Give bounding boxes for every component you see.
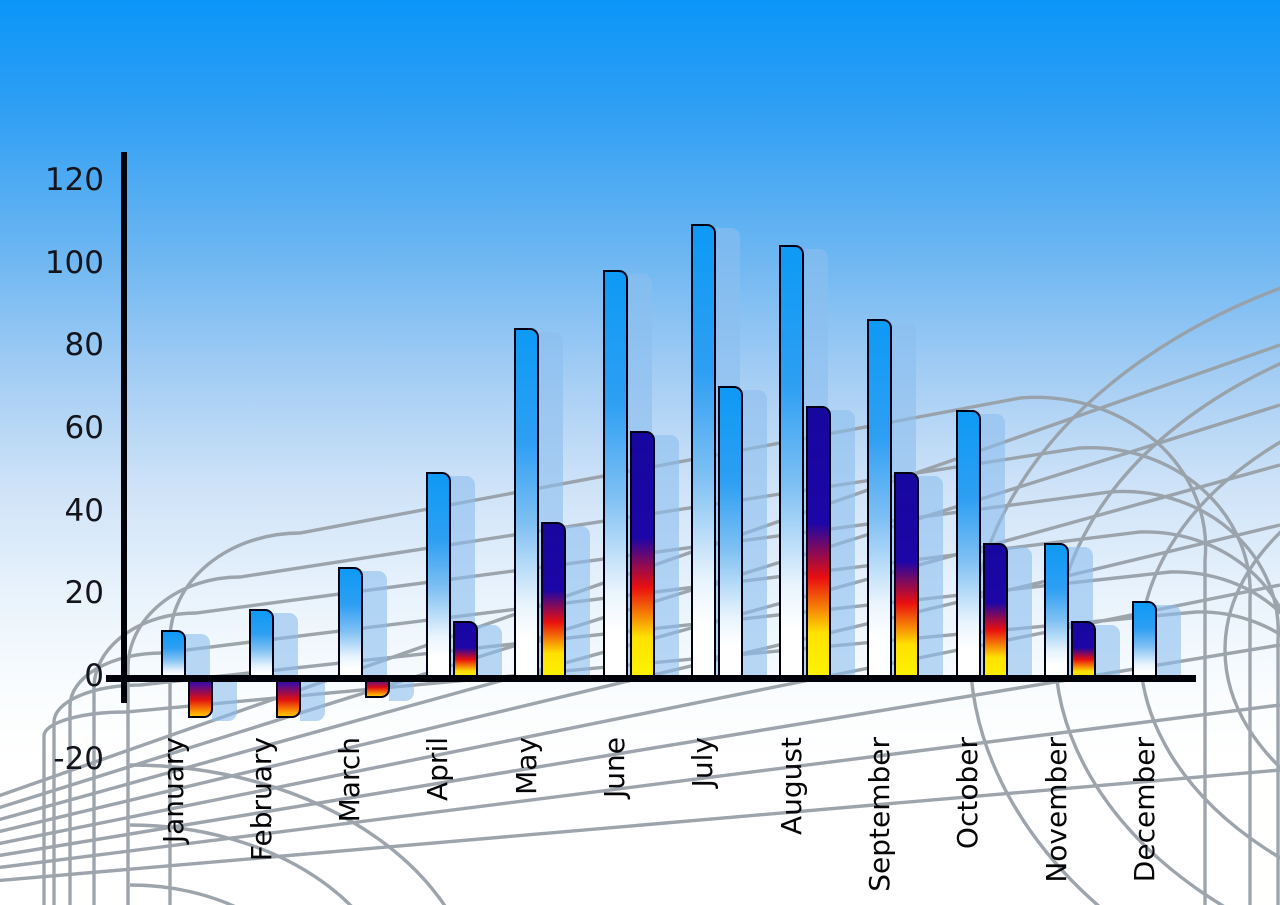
bar-june-series1 — [602, 269, 628, 682]
month-label-may: May — [509, 737, 543, 795]
bar-june-series2 — [629, 431, 655, 682]
bar-february-series2 — [276, 675, 302, 719]
bar-shadow-may-series2 — [565, 526, 591, 682]
y-tick-label-60: 60 — [64, 409, 104, 446]
bar-shadow-march-series2 — [388, 677, 414, 701]
y-tick-label-40: 40 — [64, 492, 104, 529]
bar-shadow-october-series2 — [1006, 546, 1032, 682]
bar-september-series2 — [894, 472, 920, 682]
bar-shadow-january-series2 — [212, 677, 237, 722]
bar-november-series2 — [1071, 621, 1096, 682]
bar-shadow-february-series1 — [273, 612, 299, 682]
month-label-february: February — [244, 737, 278, 862]
bar-shadow-april-series2 — [476, 625, 502, 682]
bar-shadow-june-series2 — [653, 435, 679, 682]
month-label-april: April — [421, 737, 455, 801]
bar-shadow-september-series2 — [918, 476, 944, 682]
x-axis-zero-line — [106, 675, 1196, 682]
month-label-september: September — [862, 737, 896, 892]
bar-shadow-december-series1 — [1156, 604, 1182, 682]
bar-october-series1 — [955, 410, 981, 682]
bar-july-series1 — [690, 224, 716, 682]
y-tick-label-100: 100 — [44, 244, 104, 281]
bar-april-series1 — [425, 472, 451, 682]
y-tick-label-20: 20 — [64, 575, 104, 612]
month-label-august: August — [774, 737, 808, 835]
bar-shadow-march-series1 — [361, 571, 387, 682]
bar-january-series2 — [188, 675, 213, 719]
y-tick-label-120: 120 — [44, 161, 104, 198]
bar-july-series2 — [717, 385, 743, 682]
bar-august-series2 — [806, 406, 832, 682]
bar-december-series1 — [1132, 600, 1158, 682]
y-tick-label--20: -20 — [53, 740, 104, 777]
bar-april-series2 — [452, 621, 478, 682]
bar-shadow-november-series2 — [1095, 625, 1120, 682]
month-label-july: July — [686, 737, 720, 788]
month-label-june: June — [598, 737, 631, 798]
month-label-march: March — [333, 737, 367, 823]
bar-shadow-july-series2 — [741, 389, 767, 682]
bar-shadow-january-series1 — [185, 633, 210, 682]
bar-shadow-august-series2 — [830, 410, 856, 682]
bar-may-series2 — [541, 522, 567, 682]
y-axis-line — [121, 152, 127, 703]
bar-november-series1 — [1044, 542, 1069, 682]
month-label-november: November — [1039, 737, 1073, 883]
bar-may-series1 — [514, 327, 540, 682]
month-label-january: January — [156, 737, 190, 844]
bar-august-series1 — [779, 244, 805, 682]
month-label-october: October — [951, 737, 985, 850]
bar-shadow-february-series2 — [300, 677, 326, 722]
y-tick-label-80: 80 — [64, 327, 104, 364]
bar-march-series1 — [337, 567, 363, 682]
bar-september-series1 — [867, 319, 893, 682]
y-tick-label-0: 0 — [84, 658, 104, 694]
bar-february-series1 — [249, 608, 275, 682]
month-label-december: December — [1127, 737, 1161, 883]
bar-october-series2 — [982, 542, 1008, 682]
bar-january-series1 — [161, 629, 186, 682]
